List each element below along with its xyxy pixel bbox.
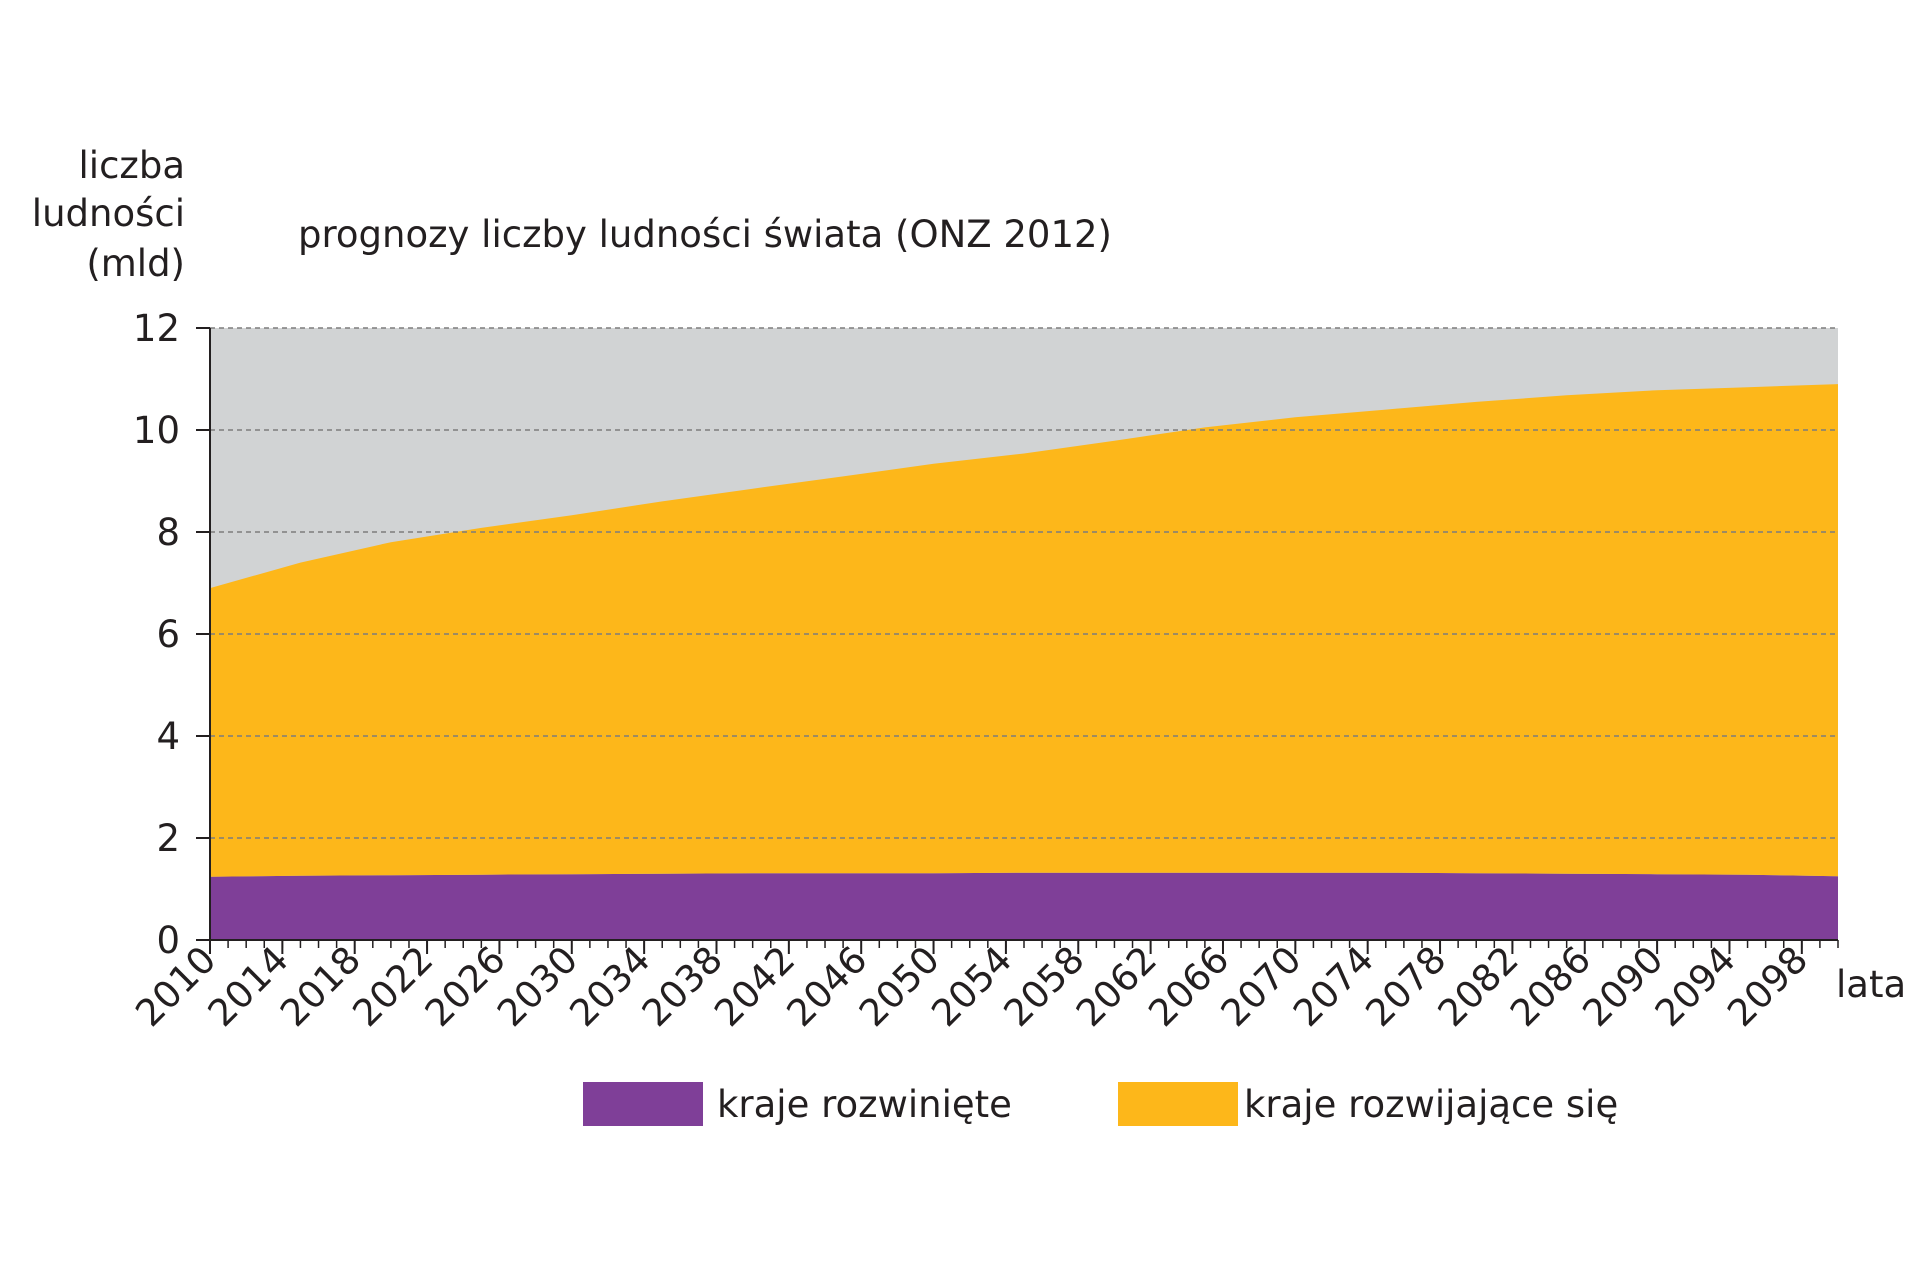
area-series-0 <box>210 872 1838 940</box>
legend-label-0: kraje rozwinięte <box>717 1083 1012 1126</box>
y-tick-label: 12 <box>133 307 180 350</box>
y-tick-label: 4 <box>156 715 180 758</box>
legend: kraje rozwinięte kraje rozwijające się <box>583 1082 1618 1126</box>
y-tick-label: 8 <box>156 511 180 554</box>
chart-title: prognozy liczby ludności świata (ONZ 201… <box>298 213 1112 256</box>
y-tick-label: 10 <box>133 409 180 452</box>
y-tick-label: 2 <box>156 817 180 860</box>
x-axis-label: lata <box>1836 963 1906 1006</box>
y-axis-label-line-1: liczba <box>79 144 185 187</box>
y-axis-label-line-2: ludności <box>32 192 185 235</box>
legend-label-1: kraje rozwijające się <box>1244 1083 1618 1126</box>
y-tick-label: 0 <box>156 919 180 962</box>
legend-swatch-0 <box>583 1082 703 1126</box>
area-series-1 <box>210 384 1838 877</box>
y-tick-label: 6 <box>156 613 180 656</box>
legend-swatch-1 <box>1118 1082 1238 1126</box>
y-axis-label-line-3: (mld) <box>86 242 185 285</box>
